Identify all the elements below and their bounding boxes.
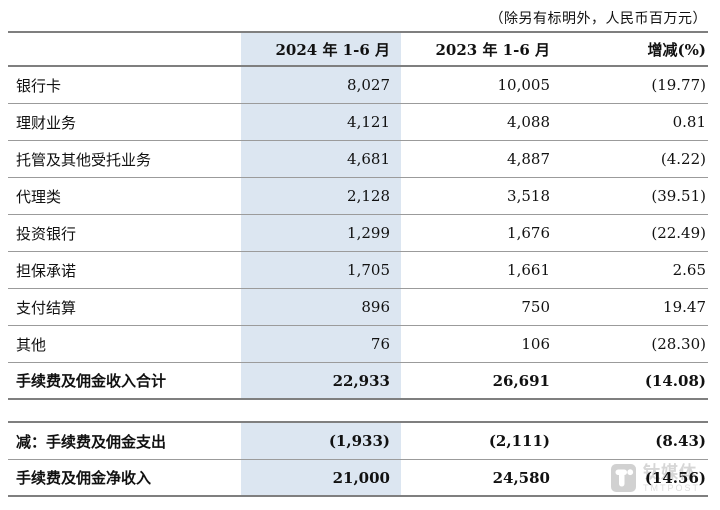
header-2023-period: 2023 年 1-6 月 [435, 40, 550, 59]
value-2023: 26,691 [492, 371, 550, 390]
row-label: 支付结算 [16, 298, 77, 317]
table-row: 银行卡 8,027 10,005 (19.77) [8, 67, 708, 104]
value-change: (8.43) [655, 432, 706, 450]
row-label: 减：手续费及佣金支出 [16, 432, 167, 451]
row-label: 担保承诺 [16, 261, 77, 280]
value-2023: 3,518 [507, 187, 550, 205]
value-change: (39.51) [651, 187, 706, 205]
row-label: 代理类 [16, 187, 62, 206]
value-2024: 21,000 [241, 460, 401, 495]
value-2024: 896 [241, 289, 401, 325]
table-row-total-income: 手续费及佣金收入合计 22,933 26,691 (14.08) [8, 363, 708, 400]
value-2023: 1,661 [507, 261, 550, 279]
header-2024-period: 2024 年 1-6 月 [241, 33, 401, 65]
table-row: 代理类 2,128 3,518 (39.51) [8, 178, 708, 215]
value-change: 2.65 [672, 261, 706, 279]
value-2024: 76 [241, 326, 401, 362]
section-gap [8, 400, 708, 421]
value-2024: 1,705 [241, 252, 401, 288]
value-2024: (1,933) [241, 423, 401, 459]
value-2023: (2,111) [488, 432, 550, 450]
row-label: 托管及其他受托业务 [16, 150, 152, 169]
fee-commission-table: 2024 年 1-6 月 2023 年 1-6 月 增减(%) 银行卡 8,02… [8, 31, 708, 497]
value-2024: 22,933 [241, 363, 401, 398]
value-2023: 750 [521, 298, 550, 316]
value-change: 0.81 [672, 113, 706, 131]
value-change: (19.77) [651, 76, 706, 94]
table-row: 其他 76 106 (28.30) [8, 326, 708, 363]
value-2023: 24,580 [492, 468, 550, 487]
value-2023: 4,887 [507, 150, 550, 168]
value-2024: 4,681 [241, 141, 401, 177]
row-label: 投资银行 [16, 224, 77, 243]
value-change: (14.56) [644, 468, 706, 487]
value-2023: 106 [521, 335, 550, 353]
row-label: 理财业务 [16, 113, 77, 132]
table-header-row: 2024 年 1-6 月 2023 年 1-6 月 增减(%) [8, 31, 708, 67]
value-2023: 10,005 [497, 76, 551, 94]
table-row: 理财业务 4,121 4,088 0.81 [8, 104, 708, 141]
value-2023: 4,088 [507, 113, 550, 131]
unit-note: （除另有标明外，人民币百万元） [489, 11, 707, 27]
value-2024: 8,027 [241, 67, 401, 103]
value-2024: 1,299 [241, 215, 401, 251]
table-row: 托管及其他受托业务 4,681 4,887 (4.22) [8, 141, 708, 178]
row-label: 手续费及佣金净收入 [16, 469, 152, 487]
row-label: 其他 [16, 335, 47, 354]
value-2023: 1,676 [507, 224, 550, 242]
table-row-expense-deduction: 减：手续费及佣金支出 (1,933) (2,111) (8.43) [8, 421, 708, 460]
value-change: (22.49) [651, 224, 706, 242]
value-2024: 2,128 [241, 178, 401, 214]
header-change-pct: 增减(%) [647, 40, 706, 59]
table-row: 支付结算 896 750 19.47 [8, 289, 708, 326]
row-label: 银行卡 [16, 76, 62, 95]
table-row-net-income: 手续费及佣金净收入 21,000 24,580 (14.56) [8, 460, 708, 497]
table-row: 投资银行 1,299 1,676 (22.49) [8, 215, 708, 252]
table-row: 担保承诺 1,705 1,661 2.65 [8, 252, 708, 289]
value-change: (28.30) [651, 335, 706, 353]
value-2024: 4,121 [241, 104, 401, 140]
value-change: 19.47 [663, 298, 706, 316]
value-change: (14.08) [644, 371, 706, 390]
row-label: 手续费及佣金收入合计 [16, 372, 167, 390]
header-item-column [8, 33, 241, 65]
value-change: (4.22) [660, 150, 706, 168]
